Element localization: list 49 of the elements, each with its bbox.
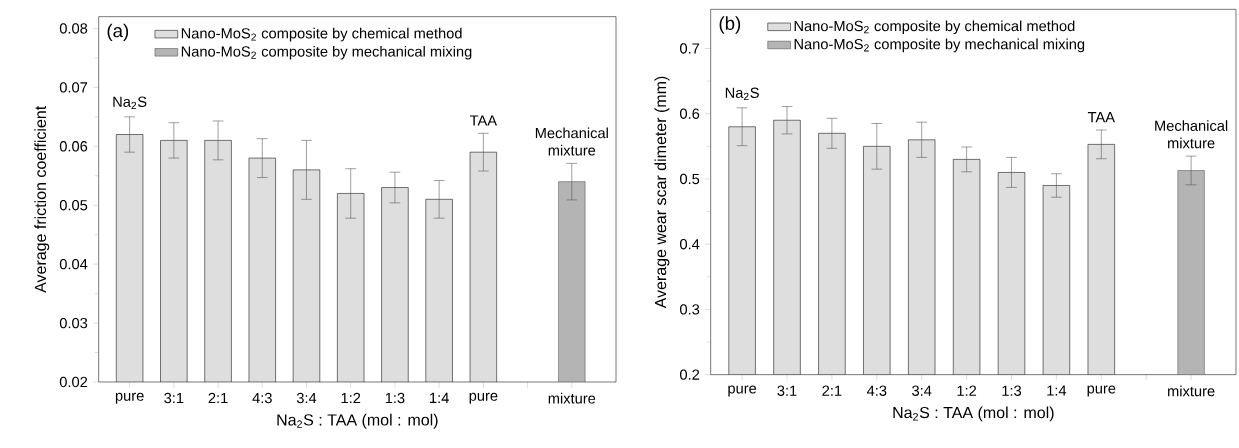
x-tick-label: 2:1: [822, 385, 842, 396]
x-axis-title: Na$_{2}$S : TAA (mol : mol): [277, 413, 438, 429]
chart-title: (b): [719, 16, 741, 34]
x-tick-label: 2:1: [208, 392, 228, 404]
y-tick-label: 0.02: [59, 376, 88, 388]
x-tick-label: pure: [469, 392, 498, 404]
legend-label: Nano-MoS$_{2}$ composite by chemical method: [794, 20, 1075, 35]
x-tick-label: 1:4: [1047, 385, 1067, 396]
x-tick-label: mixture: [548, 392, 596, 404]
annotation: Na$_{2}$S: [113, 96, 147, 110]
y-tick-label: 0.2: [680, 369, 700, 380]
y-axis-title: Average wear scar dimeter (mm): [654, 76, 670, 309]
x-tick-label: 4:3: [866, 385, 887, 396]
y-tick-label: 0.5: [680, 173, 700, 185]
x-tick-label: mixture: [1168, 385, 1215, 397]
x-tick-label: 3:4: [296, 392, 317, 404]
annotation: Mechanical mixture: [535, 127, 608, 156]
x-tick-label: 1:4: [430, 392, 449, 403]
x-tick-label: 1:2: [957, 385, 977, 396]
y-tick-label: 0.08: [59, 23, 88, 34]
annotation: Na$_{2}$S: [725, 87, 759, 101]
x-tick-label: 3:1: [164, 392, 184, 404]
chart-title: (a): [107, 23, 129, 42]
y-tick-label: 0.3: [680, 304, 700, 315]
annotation: TAA: [1087, 112, 1115, 123]
y-tick-label: 0.4: [680, 239, 700, 250]
x-tick-label: 4:3: [252, 392, 272, 404]
y-tick-label: 0.04: [59, 258, 88, 270]
annotation: TAA: [469, 115, 498, 126]
y-tick-label: 0.07: [59, 82, 88, 93]
x-tick-label: 1:3: [385, 392, 405, 404]
x-tick-label: pure: [115, 392, 144, 404]
legend-label: Nano-MoS$_{2}$ composite by mechanical mixing: [794, 38, 1085, 53]
y-tick-label: 0.06: [59, 141, 88, 152]
x-axis-title: Na$_{2}$S : TAA (mol : mol): [893, 406, 1054, 422]
x-tick-label: pure: [1087, 385, 1116, 397]
x-tick-label: 1:2: [341, 392, 361, 404]
y-tick-label: 0.6: [680, 108, 700, 119]
x-tick-label: 1:3: [1002, 385, 1022, 396]
x-tick-label: 3:1: [777, 385, 797, 396]
x-tick-label: pure: [728, 385, 757, 397]
x-tick-label: 3:4: [912, 385, 932, 396]
y-tick-label: 0.05: [59, 200, 88, 211]
y-tick-label: 0.03: [59, 317, 88, 329]
y-axis-title: Average friction coefficient: [34, 105, 50, 293]
legend-label: Nano-MoS$_{2}$ composite by mechanical mixing: [181, 45, 472, 60]
y-tick-label: 0.7: [680, 43, 700, 54]
legend-label: Nano-MoS$_{2}$ composite by chemical method: [181, 27, 462, 42]
annotation: Mechanical mixture: [1155, 120, 1228, 149]
